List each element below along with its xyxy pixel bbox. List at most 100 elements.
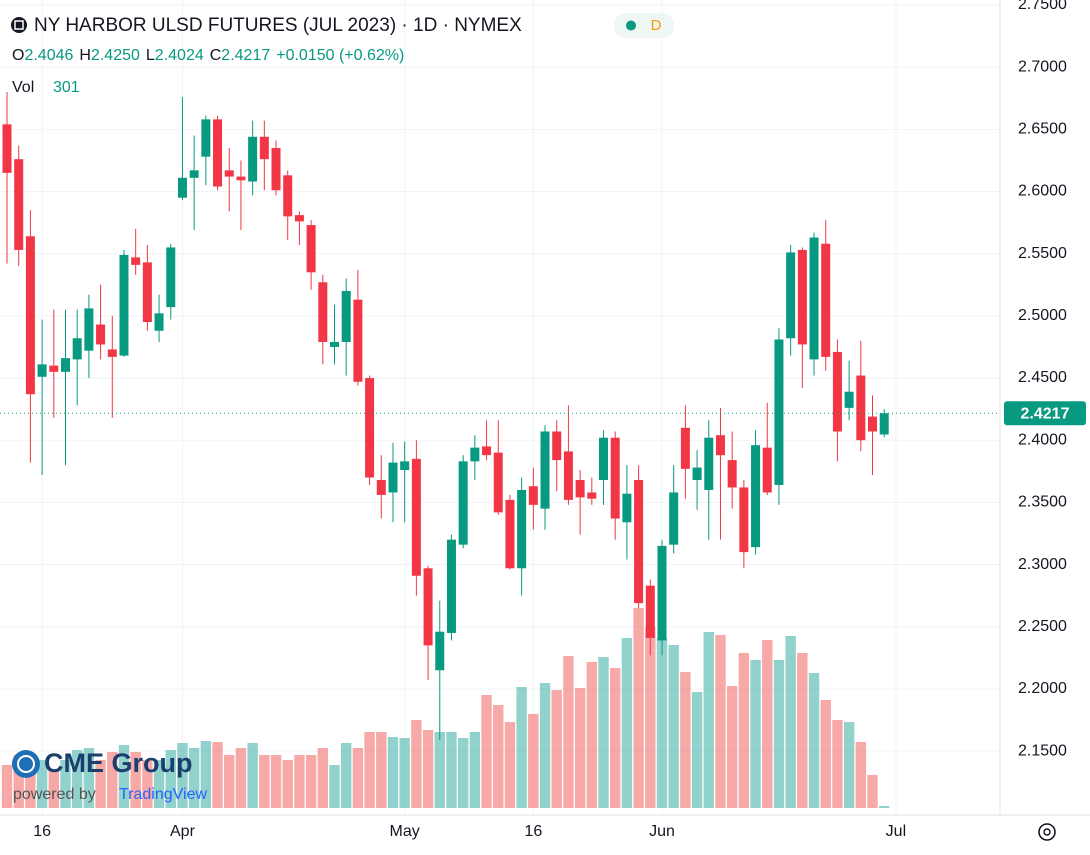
candle-body — [832, 351, 842, 432]
y-tick-label: 2.5000 — [1018, 307, 1067, 324]
volume-bar — [1, 765, 13, 808]
candle-body — [2, 124, 12, 173]
volume-bar — [785, 636, 796, 808]
volume-bar — [329, 765, 340, 808]
candle-body — [739, 487, 749, 553]
candle-body — [844, 391, 854, 408]
candle-body — [224, 170, 234, 177]
candle-body — [37, 364, 47, 377]
volume-bar — [750, 660, 761, 808]
candle-body — [797, 249, 807, 345]
ohlc-key: C — [210, 47, 222, 64]
candle-body — [645, 585, 655, 638]
volume-value: 301 — [53, 79, 80, 96]
ohlc-value: 2.4046 — [24, 47, 73, 64]
volume-bar — [235, 748, 247, 808]
y-tick-label: 2.7500 — [1018, 0, 1067, 13]
settings-icon[interactable] — [1038, 823, 1056, 841]
candle-body — [107, 349, 117, 357]
candle-body — [96, 324, 106, 345]
candle-body — [599, 437, 609, 480]
y-tick-label: 2.6500 — [1018, 121, 1067, 138]
volume-bar — [387, 737, 399, 808]
status-dot — [626, 20, 636, 31]
volume-bar — [340, 743, 352, 808]
candle-body — [411, 458, 421, 576]
volume-bar — [317, 748, 329, 808]
x-tick-label: Apr — [170, 823, 196, 840]
candle-body — [248, 136, 258, 182]
candle-body — [563, 451, 573, 500]
candle-body — [376, 479, 386, 495]
volume-bar — [621, 638, 633, 808]
candle-body — [213, 119, 223, 187]
last-price-label: 2.4217 — [1021, 405, 1070, 422]
volume-bar — [879, 805, 890, 808]
symbol-icon — [11, 17, 27, 33]
volume-bar — [305, 755, 317, 808]
volume-bar — [95, 760, 106, 808]
candle-body — [271, 147, 281, 191]
volume-bar — [867, 775, 878, 808]
candle-body — [330, 341, 340, 347]
x-tick-label: Jun — [649, 823, 675, 840]
candle-body — [259, 136, 269, 160]
candle-body — [821, 243, 831, 357]
interval-badge: D — [651, 17, 662, 34]
candle-body — [587, 492, 597, 499]
volume-bar — [118, 745, 130, 808]
volume-bar — [586, 662, 598, 808]
last-price-tag — [1004, 401, 1086, 426]
volume-bar — [434, 732, 445, 808]
volume-bar — [364, 732, 375, 808]
volume-bar — [142, 760, 153, 808]
candle-body — [552, 431, 562, 461]
volume-layer — [1, 608, 890, 808]
candle-body — [622, 493, 632, 523]
candle-body — [131, 257, 141, 265]
volume-bar — [36, 760, 48, 808]
y-tick-label: 2.3000 — [1018, 556, 1067, 573]
brand-logo-mark — [17, 755, 35, 773]
volume-bar — [551, 690, 562, 808]
powered-by-brand: TradingView — [119, 786, 207, 803]
volume-bar — [270, 755, 282, 808]
candle-body — [517, 489, 527, 569]
candle-body — [458, 461, 468, 545]
candle-body — [751, 445, 761, 548]
volume-bar — [259, 755, 270, 808]
volume-bar — [130, 752, 141, 808]
volume-bar — [598, 657, 609, 808]
candle-body — [400, 461, 410, 471]
volume-bar — [399, 738, 410, 808]
ohlc-key: O — [12, 47, 24, 64]
volume-bar — [726, 686, 738, 808]
chart-title: NY HARBOR ULSD FUTURES (JUL 2023) · 1D ·… — [34, 15, 522, 36]
x-tick-label: May — [390, 823, 420, 840]
volume-bar — [539, 683, 551, 808]
candle-body — [25, 236, 35, 395]
settings-icon-center[interactable] — [1043, 828, 1051, 836]
candle-body — [809, 237, 819, 360]
change-text: +0.0150 (+0.62%) — [276, 47, 404, 64]
volume-bar — [224, 755, 235, 808]
volume-bar — [481, 695, 492, 808]
candle-body — [201, 119, 211, 157]
volume-bar — [247, 743, 258, 808]
ohlc-legend: O2.4046 H2.4250 L2.4024 C2.4217 +0.0150 (+0.… — [12, 47, 404, 64]
volume-bar — [832, 720, 843, 808]
volume-bar — [762, 640, 773, 808]
volume-label: Vol — [12, 79, 34, 96]
candle-body — [236, 176, 246, 181]
volume-bar — [855, 742, 867, 808]
candle-body — [294, 215, 304, 222]
volume-bar — [715, 635, 726, 808]
candle-body — [84, 308, 94, 351]
volume-bar — [446, 732, 457, 808]
volume-bar — [376, 732, 387, 808]
candle-body — [856, 375, 866, 441]
volume-bar — [680, 672, 691, 808]
volume-bar — [528, 714, 539, 808]
candle-body — [669, 492, 679, 545]
